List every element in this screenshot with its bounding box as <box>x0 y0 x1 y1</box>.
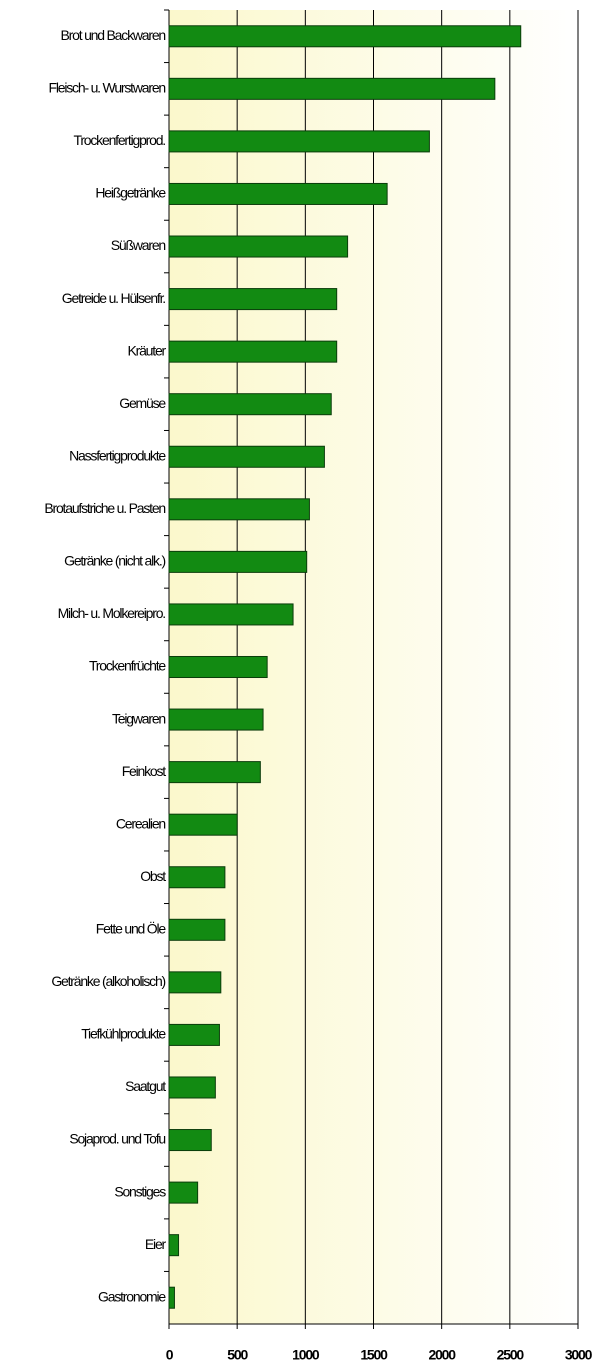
bar <box>168 1181 199 1204</box>
bar <box>168 1023 220 1046</box>
y-tick-label: Cerealien <box>116 815 166 831</box>
y-tick-label: Feinkost <box>122 763 167 779</box>
bar <box>168 603 294 626</box>
y-tick-label: Sonstiges <box>114 1183 166 1199</box>
x-tick-label: 3000 <box>565 1347 593 1363</box>
x-tick-label: 1000 <box>292 1347 320 1363</box>
bar <box>168 498 310 521</box>
x-tick-label: 500 <box>227 1347 248 1363</box>
bar <box>168 550 308 573</box>
y-tick-label: Fette und Öle <box>96 920 167 937</box>
bar <box>168 25 522 48</box>
y-tick-label: Fleisch- u. Wurstwaren <box>49 80 166 96</box>
y-tick-label: Getreide u. Hülsenfr. <box>62 290 166 306</box>
y-tick-label: Sojaprod. und Tofu <box>69 1131 165 1147</box>
bar <box>168 340 338 363</box>
y-tick-label: Trockenfertigprod. <box>74 132 166 148</box>
y-tick-label: Gastronomie <box>98 1288 166 1304</box>
y-tick-label: Eier <box>145 1236 167 1252</box>
bar <box>168 761 261 784</box>
y-tick-label: Milch- u. Molkereipro. <box>58 605 166 621</box>
y-tick-label: Tiefkühlprodukte <box>81 1026 166 1042</box>
y-tick-label: Getränke (nicht alk.) <box>64 553 165 569</box>
bar <box>168 1129 212 1152</box>
bar <box>168 393 332 416</box>
y-tick-label: Teigwaren <box>112 710 165 726</box>
bar <box>168 1076 216 1099</box>
y-tick-label: Saatgut <box>125 1078 166 1094</box>
y-tick-label: Obst <box>140 868 166 884</box>
y-tick-label: Getränke (alkoholisch) <box>51 973 165 989</box>
bar <box>168 77 496 100</box>
bar <box>168 130 430 153</box>
bar <box>168 971 222 994</box>
bar <box>168 1234 180 1257</box>
y-tick-label: Brot und Backwaren <box>61 27 166 43</box>
y-tick-label: Trockenfrüchte <box>89 658 166 674</box>
bar <box>168 235 349 258</box>
x-tick-label: 1500 <box>360 1347 388 1363</box>
x-tick-label: 0 <box>166 1347 174 1363</box>
x-tick-label: 2500 <box>497 1347 525 1363</box>
bar <box>168 813 238 836</box>
bar <box>168 445 325 468</box>
y-tick-label: Nassfertigprodukte <box>69 447 166 463</box>
x-tick-label: 2000 <box>428 1347 456 1363</box>
bar <box>168 182 388 205</box>
bar <box>168 288 338 311</box>
y-tick-label: Gemüse <box>119 395 166 411</box>
bar <box>168 918 226 941</box>
y-tick-label: Süßwaren <box>111 237 166 253</box>
bar <box>168 866 226 889</box>
y-tick-label: Kräuter <box>127 342 166 358</box>
bar <box>168 708 264 731</box>
bar <box>168 655 268 679</box>
y-tick-label: Brotaufstriche u. Pasten <box>44 500 165 516</box>
y-tick-label: Heißgetränke <box>95 185 166 201</box>
bar <box>168 1286 175 1309</box>
